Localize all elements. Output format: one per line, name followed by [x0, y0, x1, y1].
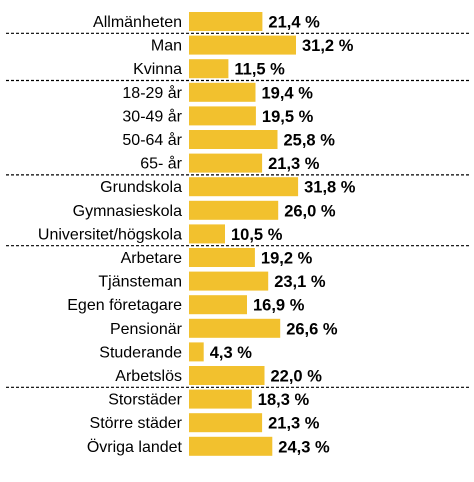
category-label-18-29-ar: 18-29 år	[122, 84, 182, 102]
bar-kvinna	[189, 59, 229, 79]
bar-man	[189, 35, 296, 55]
bar-arbetare	[189, 248, 255, 267]
category-label-tjansteman: Tjänsteman	[98, 274, 182, 291]
data-labels: 21,4 % 31,2 % 11,5 % 19,4 % 19,5 % 25,8 % 21,3…	[210, 14, 356, 457]
category-label-storstader: Storstäder	[108, 392, 182, 409]
data-label-kvinna: 11,5 %	[234, 61, 285, 79]
data-label-ovriga-landet: 24,3 %	[278, 438, 330, 456]
data-label-tjansteman: 23,1 %	[274, 273, 326, 291]
category-label-egen-foretagare: Egen företagare	[67, 297, 182, 314]
data-label-pensionar: 26,6 %	[286, 320, 338, 338]
category-label-50-64-ar: 50-64 år	[122, 131, 182, 149]
data-label-universitet-hogskola: 10,5 %	[231, 226, 283, 244]
data-label-arbetare: 19,2 %	[261, 250, 313, 268]
bar-50-64-ar	[189, 130, 278, 149]
bar-universitet-hogskola	[189, 224, 225, 244]
bar-storstader	[189, 389, 252, 409]
data-label-man: 31,2 %	[302, 37, 354, 55]
category-label-man: Man	[151, 38, 182, 55]
data-label-allmanheten: 21,4 %	[268, 14, 320, 32]
data-label-65-ar: 21,3 %	[268, 155, 320, 173]
category-label-arbetslos: Arbetslös	[115, 368, 182, 385]
data-label-30-49-ar: 19,5 %	[262, 108, 314, 126]
category-label-grundskola: Grundskola	[100, 179, 182, 196]
category-label-storre-stader: Större städer	[90, 415, 183, 432]
data-label-50-64-ar: 25,8 %	[284, 132, 336, 150]
data-label-storre-stader: 21,3 %	[268, 415, 320, 433]
bar-tjansteman	[189, 271, 269, 291]
category-labels: Allmänheten Man Kvinna 18-29 år 30-49 år 50-6…	[38, 14, 183, 456]
bar-pensionar	[189, 318, 281, 338]
bar-gymnasieskola	[189, 200, 279, 220]
data-label-gymnasieskola: 26,0 %	[284, 202, 336, 220]
category-label-allmanheten: Allmänheten	[93, 14, 182, 31]
bars	[189, 12, 299, 456]
bar-storre-stader	[189, 413, 263, 433]
category-label-30-49-ar: 30-49 år	[122, 107, 182, 125]
bar-ovriga-landet	[189, 436, 273, 456]
category-label-pensionar: Pensionär	[110, 321, 183, 338]
data-label-egen-foretagare: 16,9 %	[253, 297, 305, 315]
group-separators	[6, 32, 470, 388]
data-label-storstader: 18,3 %	[258, 391, 310, 409]
category-label-arbetare: Arbetare	[121, 250, 182, 267]
category-label-gymnasieskola: Gymnasieskola	[73, 203, 182, 220]
data-label-studerande: 4,3 %	[210, 344, 253, 362]
category-label-kvinna: Kvinna	[133, 61, 182, 78]
bar-65-ar	[189, 153, 263, 173]
bar-grundskola	[189, 177, 299, 197]
bar-18-29-ar	[189, 82, 256, 102]
bar-arbetslos	[189, 366, 265, 385]
data-label-arbetslos: 22,0 %	[271, 368, 323, 386]
category-label-ovriga-landet: Övriga landet	[87, 438, 183, 456]
category-label-65-ar: 65- år	[140, 155, 182, 173]
category-label-universitet-hogskola: Universitet/högskola	[38, 226, 182, 243]
bar-30-49-ar	[189, 106, 256, 126]
category-label-studerande: Studerande	[99, 344, 182, 361]
bar-allmanheten	[189, 12, 263, 31]
data-label-grundskola: 31,8 %	[304, 179, 356, 197]
bar-studerande	[189, 342, 204, 362]
data-label-18-29-ar: 19,4 %	[262, 84, 314, 102]
bar-egen-foretagare	[189, 295, 247, 315]
